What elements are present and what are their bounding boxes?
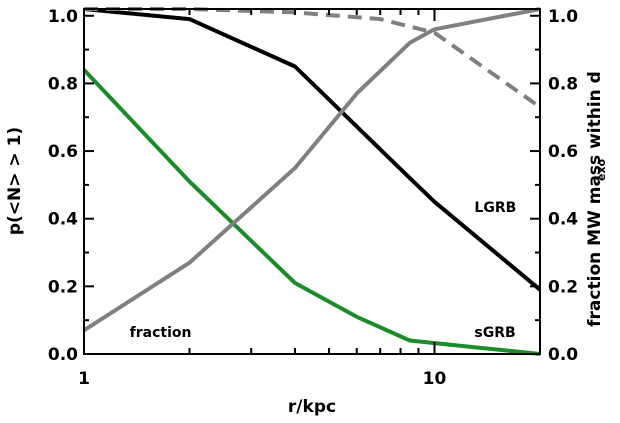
y-tick-label-left: 0.6	[48, 142, 78, 162]
y-tick-label-right: 1.0	[548, 7, 578, 27]
y-axis-title-right-subscript: exo	[595, 158, 608, 181]
series-line-sgrb	[82, 68, 541, 356]
annotation-sgrb: sGRB	[474, 325, 515, 341]
y-tick-label-left: 0.2	[48, 277, 78, 297]
y-tick-label-right: 0.8	[548, 74, 578, 94]
y-tick-label-right: 0.4	[548, 210, 578, 230]
y-tick-label-right: 0.6	[548, 142, 578, 162]
y-tick-label-left: 0.8	[48, 74, 78, 94]
x-axis-title: r/kpc	[288, 397, 336, 417]
series-line-lgrb	[83, 7, 542, 292]
series-line-fraction	[82, 7, 541, 332]
annotations-layer: LGRB sGRB fraction	[130, 200, 517, 341]
y-axis-title-right-main: fraction MW mass within d	[585, 71, 605, 327]
y-tick-label-left: 1.0	[48, 7, 78, 27]
x-tick-label: 1	[78, 369, 90, 389]
series-line-dashed-3	[84, 7, 542, 109]
y-tick-label-right: 0.0	[548, 345, 578, 365]
y-axis-title-left: p(<N> > 1)	[5, 127, 25, 235]
plot-frame	[83, 8, 541, 355]
x-tick-label: 10	[423, 369, 447, 389]
ticks-layer: 0.0 0.2 0.4 0.6 0.8 1.0 0.0 0.2 0.4 0.6 0.8 1.0 1 10	[48, 7, 578, 389]
series-layer	[82, 7, 542, 356]
y-tick-label-left: 0.0	[48, 345, 78, 365]
annotation-fraction: fraction	[130, 325, 192, 341]
y-tick-label-left: 0.4	[48, 210, 78, 230]
annotation-lgrb: LGRB	[474, 200, 516, 216]
y-tick-label-right: 0.2	[548, 277, 578, 297]
y-axis-title-right: fraction MW mass within d exo	[585, 71, 608, 327]
